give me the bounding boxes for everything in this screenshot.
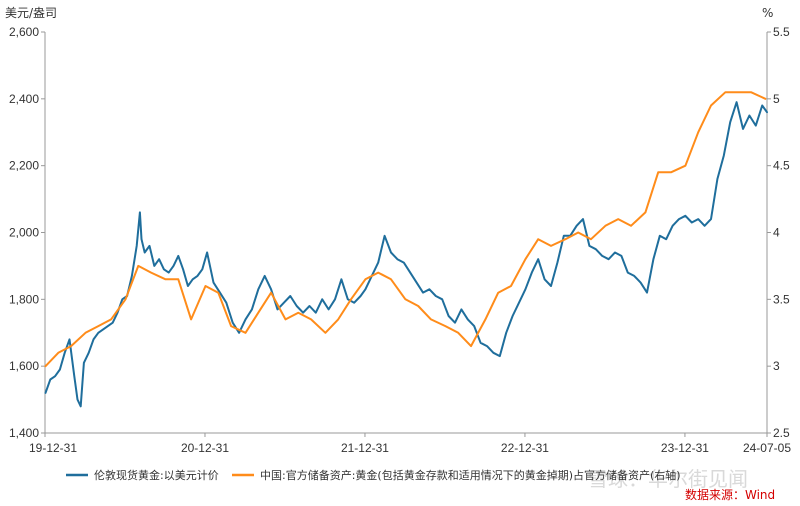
source-note: 数据来源：Wind [685,487,775,502]
axes: 1,400 1,600 1,800 2,000 2,200 2,400 2,600 2.5 3 3… [9,25,791,455]
legend: 伦敦现货黄金:以美元计价 中国:官方储备资产:黄金(包括黄金存款和适用情况下的黄金… [66,468,681,482]
y-left-tick-label: 1,600 [9,359,39,373]
y-right-tick-label: 5 [773,92,780,106]
y-left-tick-label: 2,200 [9,159,39,173]
watermark-text: 雪球：华尔街见闻 [588,467,748,491]
y-right-tick-label: 3.5 [773,292,790,306]
watermark: 雪球：华尔街见闻 [588,467,748,491]
y-right-tick-label: 5.5 [773,25,790,39]
x-tick-label: 22-12-31 [501,441,549,455]
x-tick-label: 20-12-31 [181,441,229,455]
y-left-tick-label: 2,000 [9,226,39,240]
y-right-tick-label: 4 [773,226,780,240]
legend-label: 伦敦现货黄金:以美元计价 [94,468,219,482]
x-tick-label: 19-12-31 [29,441,77,455]
y-right-tick-label: 2.5 [773,426,790,440]
legend-label: 中国:官方储备资产:黄金(包括黄金存款和适用情况下的黄金掉期)占官方储备资产(右… [260,468,681,482]
y-axis-left-title: 美元/盎司 [5,6,57,20]
series-line-gold-price [44,101,768,408]
x-tick-label: 21-12-31 [341,441,389,455]
series-line-gold-reserve-share [44,91,767,368]
y-left-tick-label: 2,400 [9,92,39,106]
x-tick-label: 23-12-31 [661,441,709,455]
series-group [44,91,768,408]
labels: 美元/盎司 % [5,6,773,20]
y-left-tick-label: 2,600 [9,25,39,39]
y-right-tick-label: 4.5 [773,159,790,173]
y-axis-right-title: % [762,6,773,20]
x-tick-label: 24-07-05 [743,441,791,455]
y-right-tick-label: 3 [773,359,780,373]
y-left-tick-label: 1,800 [9,292,39,306]
y-left-tick-label: 1,400 [9,426,39,440]
